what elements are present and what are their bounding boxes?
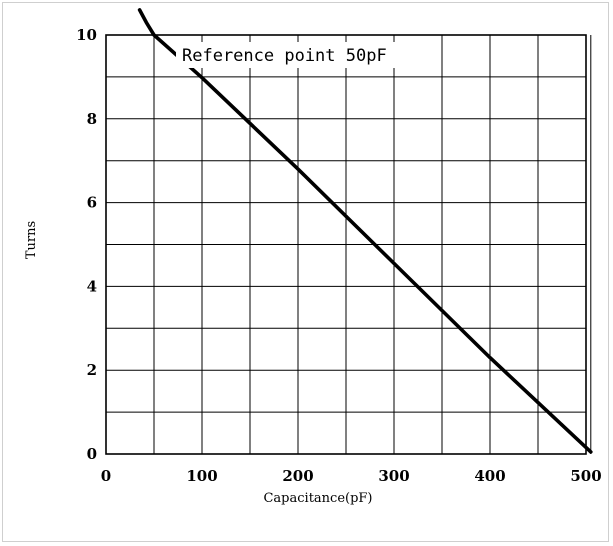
x-axis-title: Capacitance(pF): [263, 491, 372, 506]
reference-point-annotation: Reference point 50pF: [182, 46, 387, 66]
y-axis-title: Turns: [24, 221, 39, 259]
series-layer: [137, 8, 593, 454]
y-tick-label: 6: [87, 194, 97, 212]
y-tick-label: 2: [87, 361, 97, 379]
figure-frame: [2, 2, 609, 542]
x-tick-label: 500: [570, 467, 601, 485]
grid: [106, 35, 592, 454]
x-tick-label: 200: [282, 467, 313, 485]
annotation-background: [176, 42, 412, 68]
y-tick-label: 4: [87, 277, 97, 295]
x-tick-label: 0: [101, 467, 111, 485]
x-tick-label: 400: [474, 467, 505, 485]
x-tick-label: 300: [378, 467, 409, 485]
tick-labels: 0 100 200 300 400 500 0 2 4 6 8 10: [76, 26, 602, 485]
plot-border: [105, 34, 587, 455]
series-line: [137, 8, 593, 454]
y-tick-label: 10: [76, 26, 97, 44]
x-tick-label: 100: [186, 467, 217, 485]
y-tick-label: 8: [87, 110, 97, 128]
y-tick-label: 0: [87, 445, 97, 463]
